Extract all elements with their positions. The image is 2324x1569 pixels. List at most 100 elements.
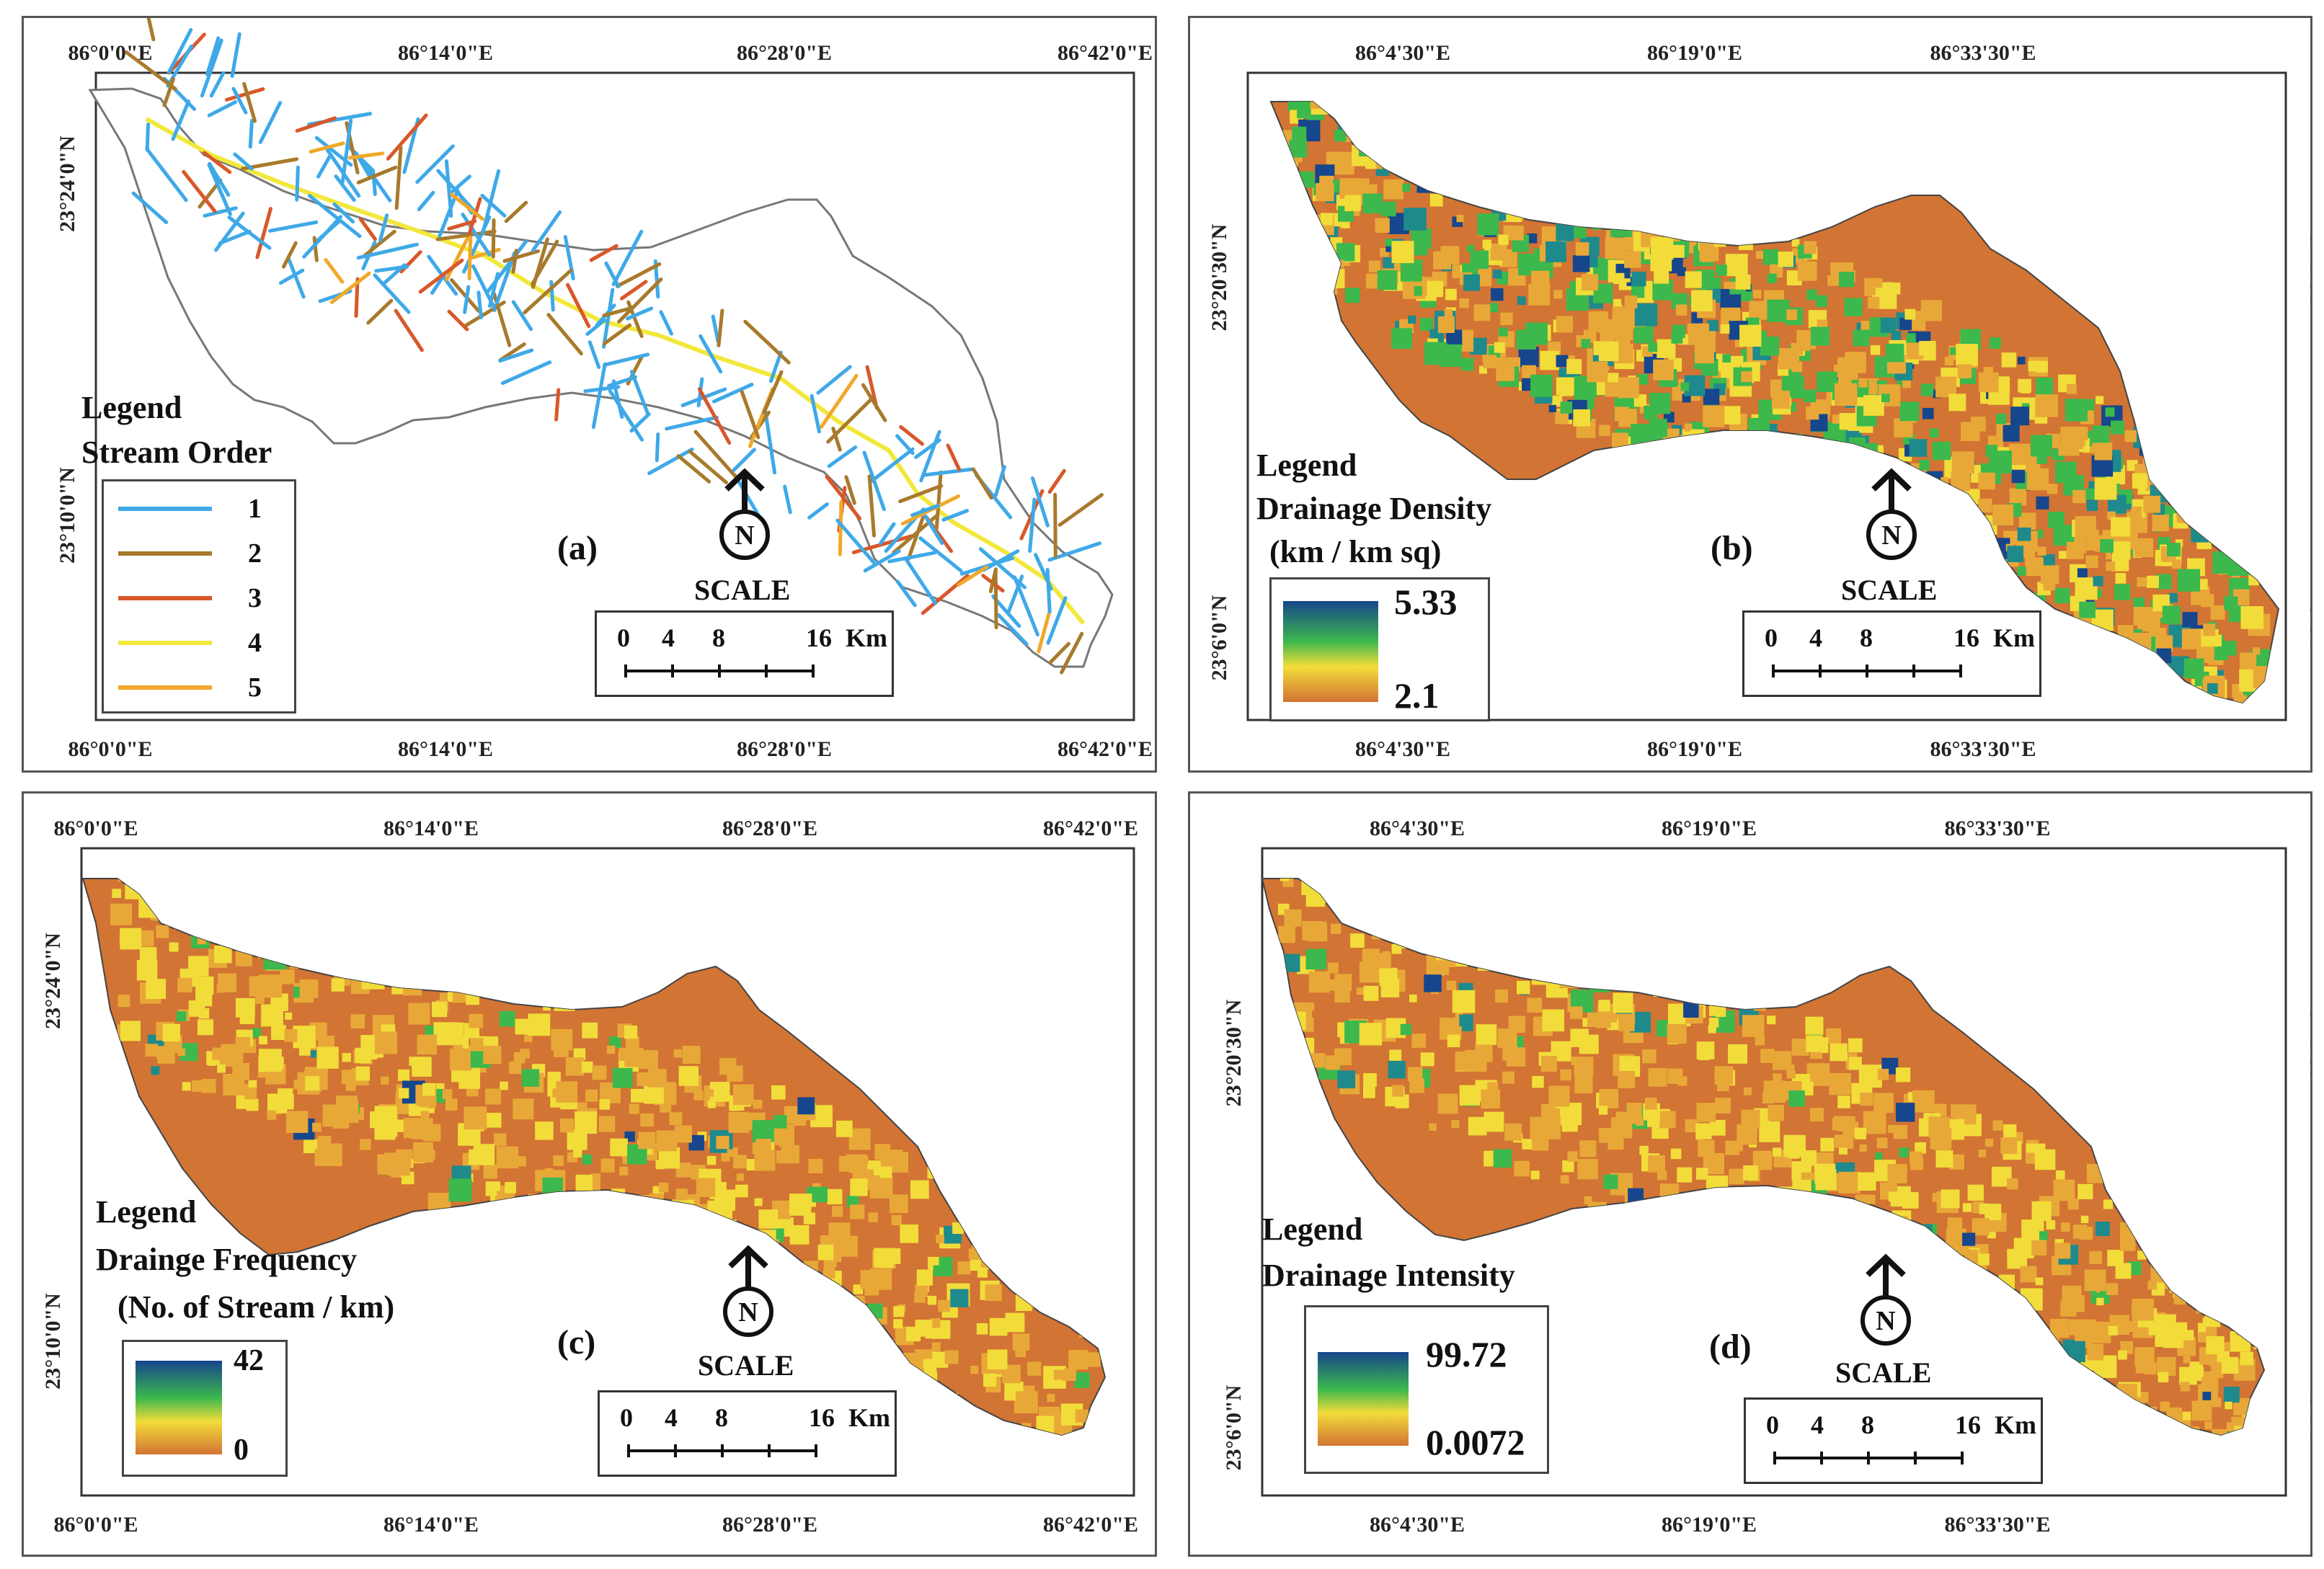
- stream-segment: [131, 191, 169, 224]
- raster-cell: [341, 889, 359, 907]
- raster-cell: [1279, 61, 1294, 76]
- raster-cell: [1781, 1250, 1798, 1266]
- raster-cell: [209, 912, 226, 929]
- raster-cell: [797, 1097, 815, 1115]
- bottom-longitude-label: 86°28'0"E: [737, 737, 832, 761]
- stream-segment: [309, 141, 345, 154]
- raster-cell: [1335, 799, 1355, 819]
- raster-cell: [1972, 1341, 1992, 1361]
- raster-cell: [2010, 406, 2030, 426]
- raster-cell: [639, 1221, 648, 1230]
- raster-cell: [1530, 1170, 1540, 1180]
- raster-cell: [139, 854, 157, 872]
- raster-cell: [827, 1188, 843, 1205]
- raster-cell: [1866, 1217, 1881, 1232]
- raster-cell: [1906, 333, 1916, 343]
- raster-cell: [1802, 523, 1823, 545]
- raster-cell: [163, 827, 178, 843]
- raster-cell: [1932, 1351, 1949, 1367]
- raster-cell: [1991, 1302, 2013, 1324]
- left-latitude-label: 23°24'0"N: [41, 933, 65, 1029]
- raster-cell: [1042, 1444, 1056, 1457]
- raster-cell: [2147, 1217, 2162, 1232]
- raster-cell: [2152, 1420, 2160, 1428]
- raster-cell: [1613, 272, 1625, 285]
- stream-segment: [698, 334, 723, 374]
- raster-cell: [1648, 1155, 1665, 1173]
- raster-cell: [1560, 933, 1571, 944]
- raster-cell: [2176, 1277, 2191, 1294]
- raster-cell: [515, 1253, 532, 1269]
- raster-cell: [1355, 18, 1370, 30]
- raster-cell: [2183, 658, 2204, 679]
- raster-cell: [1303, 214, 1312, 223]
- raster-cell: [1403, 66, 1424, 87]
- raster-cell: [486, 1112, 502, 1128]
- raster-cell: [1370, 82, 1377, 89]
- raster-cell: [1946, 529, 1954, 538]
- raster-cell: [1692, 199, 1708, 215]
- raster-cell: [1782, 1207, 1796, 1221]
- raster-cell: [1926, 471, 1943, 488]
- raster-cell: [2067, 383, 2077, 394]
- raster-cell: [2244, 757, 2255, 768]
- raster-cell: [2044, 1411, 2057, 1423]
- raster-cell: [565, 1057, 585, 1076]
- raster-cell: [1809, 1299, 1825, 1315]
- right-latitude-label: 23°6'0"N: [2305, 1385, 2312, 1471]
- top-longitude-label: 86°28'0"E: [737, 41, 832, 65]
- raster-cell: [2152, 514, 2169, 532]
- raster-cell: [1631, 271, 1646, 287]
- raster-cell: [2212, 551, 2235, 574]
- raster-cell: [1997, 1356, 2013, 1371]
- raster-cell: [1504, 1123, 1522, 1141]
- raster-cell: [1416, 106, 1424, 114]
- raster-cell: [2156, 648, 2172, 664]
- raster-cell: [846, 1195, 859, 1208]
- raster-cell: [1601, 170, 1611, 180]
- raster-cell: [1334, 40, 1354, 61]
- raster-cell: [1961, 1292, 1983, 1314]
- raster-cell: [1605, 237, 1627, 259]
- stream-segment: [1046, 596, 1068, 645]
- legend-subtitle: Drainge Frequency: [96, 1242, 358, 1277]
- raster-cell: [1430, 915, 1446, 931]
- raster-cell: [2151, 1250, 2167, 1267]
- raster-cell: [1760, 336, 1780, 356]
- raster-cell: [265, 845, 277, 856]
- raster-cell: [1489, 303, 1499, 313]
- raster-cell: [1767, 273, 1777, 283]
- raster-cell: [1896, 1103, 1915, 1122]
- raster-cell: [2253, 665, 2276, 688]
- raster-cell: [2191, 737, 2204, 749]
- raster-cell: [329, 954, 345, 969]
- raster-cell: [592, 1065, 607, 1080]
- raster-cell: [335, 1095, 358, 1118]
- raster-cell: [2221, 477, 2229, 485]
- raster-cell: [693, 1090, 704, 1101]
- bottom-longitude-label: 86°0'0"E: [54, 1513, 138, 1537]
- raster-cell: [1958, 576, 1967, 585]
- raster-cell: [1935, 1150, 1953, 1168]
- raster-cell: [2059, 623, 2070, 634]
- raster-cell: [2053, 1179, 2075, 1201]
- raster-cell: [442, 1089, 453, 1099]
- raster-cell: [1406, 915, 1419, 928]
- raster-cell: [1496, 121, 1516, 141]
- raster-cell: [179, 831, 187, 839]
- raster-cell: [398, 1088, 409, 1099]
- raster-cell: [1308, 971, 1331, 993]
- raster-cell: [2206, 1436, 2221, 1452]
- raster-cell: [1977, 1253, 1990, 1266]
- raster-cell: [656, 1130, 678, 1152]
- raster-cell: [1553, 290, 1563, 299]
- raster-cell: [2212, 1526, 2225, 1539]
- raster-cell: [417, 947, 439, 969]
- raster-cell: [1281, 18, 1304, 30]
- scale-tick-label: 4: [1811, 1410, 1824, 1439]
- raster-cell: [893, 1319, 903, 1329]
- raster-cell: [1468, 1116, 1487, 1136]
- raster-cell: [1446, 329, 1463, 346]
- raster-cell: [1556, 316, 1574, 333]
- raster-cell: [599, 1235, 611, 1247]
